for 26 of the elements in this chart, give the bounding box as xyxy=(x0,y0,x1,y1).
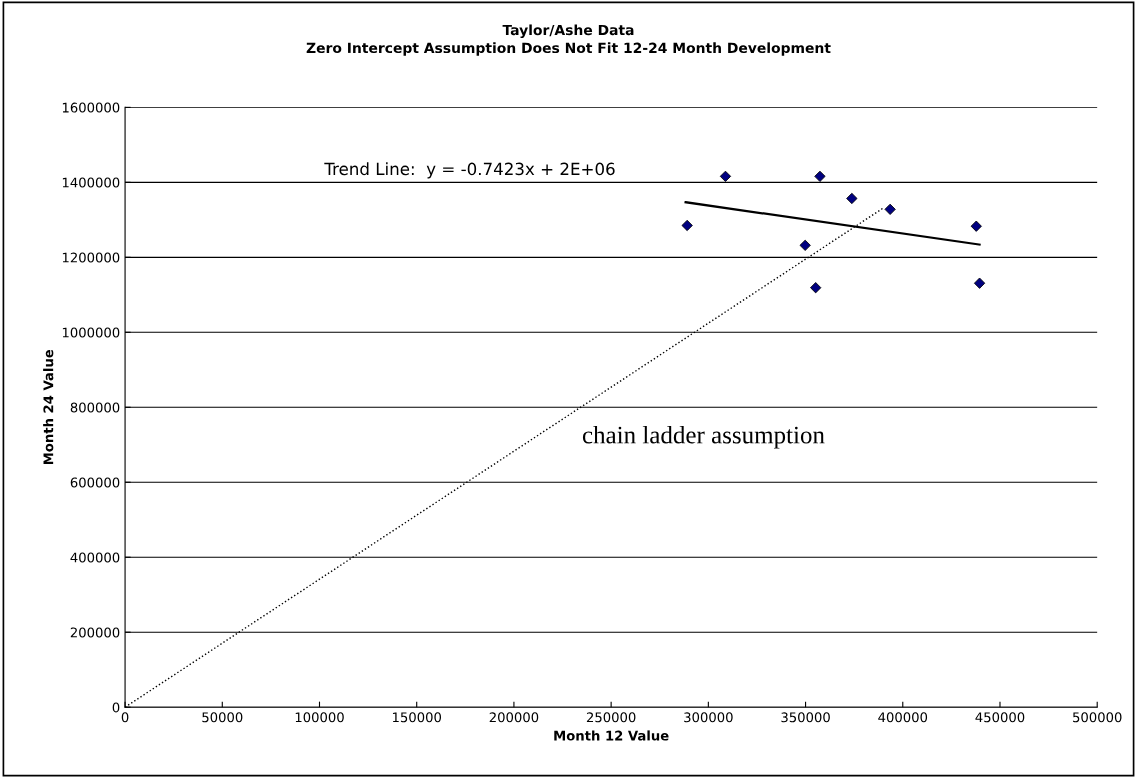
y-tick-label: 200000 xyxy=(70,627,120,638)
x-tick-label: 150000 xyxy=(392,712,442,723)
x-tick-label: 300000 xyxy=(684,712,733,723)
x-tick-label: 250000 xyxy=(586,712,636,723)
y-tick-label: 800000 xyxy=(70,402,120,413)
x-tick-label: 400000 xyxy=(878,712,928,723)
x-tick-label: 350000 xyxy=(781,712,830,723)
x-tick-label: 500000 xyxy=(1073,712,1122,723)
y-tick-label: 0 xyxy=(112,702,120,713)
x-axis-title: Month 12 Value xyxy=(554,730,669,741)
x-tick-label: 0 xyxy=(121,712,129,723)
x-tick-label: 100000 xyxy=(295,712,344,723)
y-tick-label: 400000 xyxy=(70,552,120,563)
y-tick-label: 600000 xyxy=(70,477,120,488)
chart-subtitle: Zero Intercept Assumption Does Not Fit 12-24 Month Development xyxy=(306,42,831,56)
y-axis-title: Month 24 Value xyxy=(43,349,54,465)
annotation: Trend Line: y = -0.7423x + 2E+06 xyxy=(324,162,615,179)
x-tick-label: 50000 xyxy=(202,712,243,723)
x-tick-label: 450000 xyxy=(975,712,1025,723)
x-tick-label: 200000 xyxy=(489,712,539,723)
annotation: chain ladder assumption xyxy=(582,425,825,449)
y-tick-label: 1000000 xyxy=(62,327,120,338)
y-tick-label: 1400000 xyxy=(62,177,120,188)
y-tick-label: 1600000 xyxy=(62,102,120,113)
y-tick-label: 1200000 xyxy=(62,252,120,263)
chart-title: Taylor/Ashe Data xyxy=(502,24,634,39)
